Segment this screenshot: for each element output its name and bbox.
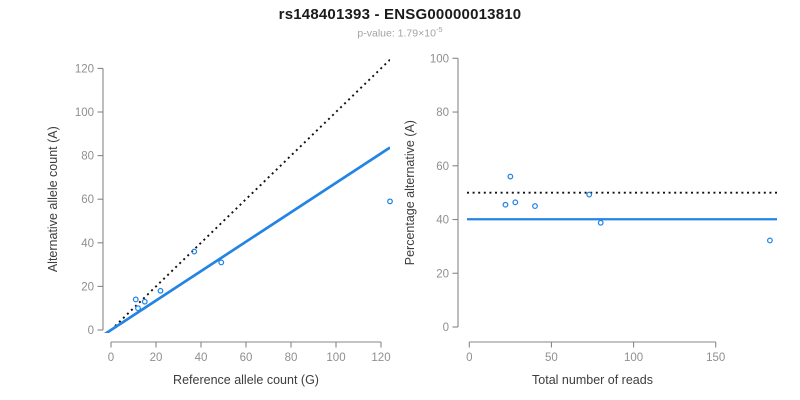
x-tick-label: 50 — [545, 352, 558, 364]
data-point — [597, 219, 604, 226]
y-tick-label: 0 — [88, 325, 94, 337]
y-tick-label: 100 — [430, 53, 449, 65]
y-tick-label: 40 — [81, 238, 94, 250]
data-point — [191, 248, 198, 255]
data-point — [218, 259, 225, 266]
data-point — [132, 296, 139, 303]
y-tick-label: 60 — [436, 161, 449, 173]
figure-title: rs148401393 - ENSG00000013810 — [278, 6, 522, 23]
pvalue-text: p-value: 1.79×10 — [357, 27, 436, 40]
y-axis-title: Alternative allele count (A) — [46, 126, 60, 272]
y-tick-label: 20 — [81, 281, 94, 293]
data-point — [507, 173, 514, 180]
x-tick-label: 100 — [326, 352, 345, 364]
identity-line — [106, 58, 390, 333]
x-tick-label: 100 — [624, 352, 643, 364]
x-axis-title: Reference allele count (G) — [173, 373, 319, 387]
x-tick-label: 120 — [371, 352, 390, 364]
y-tick-label: 100 — [75, 107, 94, 119]
data-point — [512, 199, 519, 206]
data-point — [387, 198, 393, 205]
x-tick-label: 20 — [150, 352, 163, 364]
y-tick-label: 120 — [75, 63, 94, 75]
x-tick-label: 80 — [285, 352, 298, 364]
data-point — [135, 305, 141, 312]
pvalue-exponent: -5 — [435, 25, 443, 34]
y-tick-label: 40 — [436, 215, 449, 227]
x-tick-label: 40 — [195, 352, 208, 364]
data-point — [766, 237, 773, 244]
fit-line — [103, 146, 390, 333]
allele-count-scatter: 0 20 40 60 80 100 120 Reference allele count (G… — [46, 58, 393, 387]
data-point — [502, 201, 509, 208]
y-tick-label: 60 — [81, 194, 94, 206]
x-tick-label: 0 — [108, 352, 114, 364]
y-tick-label: 80 — [436, 107, 449, 119]
x-tick-label: 60 — [240, 352, 253, 364]
pvalue-subtitle: p-value: 1.79×10-5 — [0, 25, 800, 40]
y-tick-label: 20 — [436, 268, 449, 280]
x-tick-label: 150 — [706, 352, 725, 364]
x-axis-title: Total number of reads — [532, 373, 653, 387]
data-point — [586, 191, 593, 198]
data-point — [532, 203, 538, 210]
data-point — [141, 298, 148, 305]
data-point — [157, 287, 164, 294]
x-tick-label: 0 — [466, 352, 472, 364]
y-tick-label: 0 — [443, 322, 449, 334]
y-axis-title: Percentage alternative (A) — [403, 120, 417, 265]
y-tick-label: 80 — [81, 151, 94, 163]
percentage-vs-reads-scatter: 0 50 100 150 Total number of reads 0 20 40 60 80 1… — [403, 53, 777, 387]
